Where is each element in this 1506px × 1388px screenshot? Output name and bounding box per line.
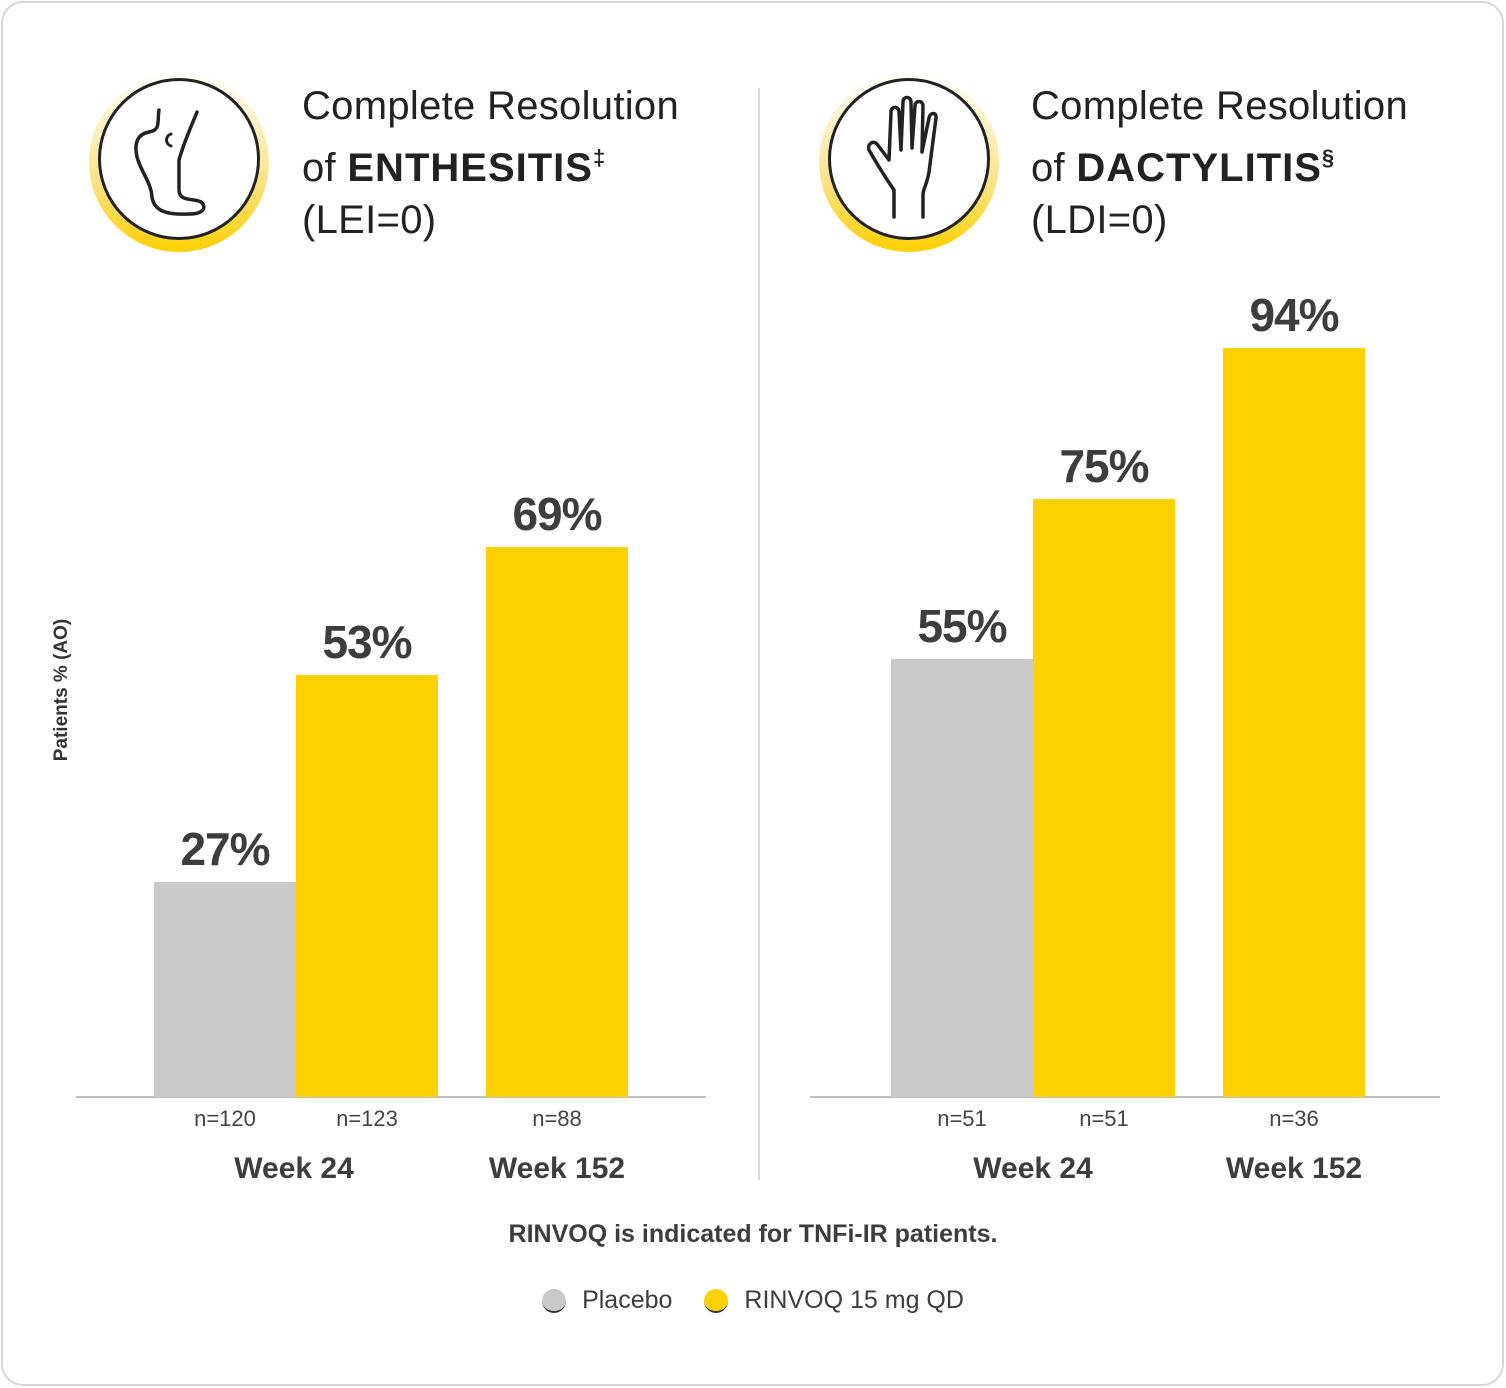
enthesitis-week-152-label: Week 152: [488, 1152, 626, 1185]
y-axis-label: Patients % (AO): [51, 618, 72, 762]
foot-icon: [134, 108, 206, 216]
enthesitis-week-24-label: Week 24: [234, 1152, 354, 1185]
enthesitis-x-axis: [76, 1096, 706, 1098]
foot-icon-badge: [89, 72, 269, 252]
dactylitis-x-axis: [810, 1096, 1440, 1098]
legend-swatch-rinvoq: [704, 1288, 729, 1313]
dactylitis-bar-2: [1223, 347, 1365, 1097]
indication-note: RINVOQ is indicated for TNFi-IR patients…: [508, 1220, 998, 1248]
legend-item-placebo: Placebo: [542, 1286, 672, 1315]
enthesitis-bar-2: [486, 547, 628, 1097]
dactylitis-value-label-0: 55%: [917, 599, 1007, 652]
dactylitis-title: Complete Resolution of DACTYLITIS§ (LDI=…: [1031, 84, 1409, 242]
dactylitis-n-label-0: n=51: [937, 1106, 987, 1131]
enthesitis-n-label-2: n=88: [532, 1106, 582, 1131]
dactylitis-bar-0: [891, 658, 1033, 1097]
legend: Placebo RINVOQ 15 mg QD: [0, 1286, 1506, 1315]
dactylitis-n-label-1: n=51: [1079, 1106, 1129, 1131]
hand-icon-badge: [819, 72, 999, 252]
legend-label-placebo: Placebo: [582, 1286, 673, 1314]
dactylitis-week-152-label: Week 152: [1225, 1152, 1363, 1185]
dactylitis-week-24-label: Week 24: [973, 1152, 1093, 1185]
enthesitis-n-label-1: n=123: [336, 1106, 398, 1131]
enthesitis-bar-1: [296, 674, 438, 1097]
legend-label-rinvoq: RINVOQ 15 mg QD: [744, 1286, 964, 1314]
dactylitis-n-label-2: n=36: [1269, 1106, 1319, 1131]
enthesitis-title: Complete Resolution of ENTHESITIS‡ (LEI=…: [302, 84, 680, 242]
dactylitis-value-label-2: 94%: [1249, 288, 1339, 341]
legend-swatch-placebo: [542, 1288, 567, 1313]
legend-item-rinvoq: RINVOQ 15 mg QD: [704, 1286, 964, 1315]
enthesitis-n-label-0: n=120: [194, 1106, 256, 1131]
hand-icon: [866, 95, 938, 219]
enthesitis-value-label-1: 53%: [322, 615, 412, 668]
dactylitis-value-label-1: 75%: [1059, 440, 1149, 493]
enthesitis-bar-0: [154, 881, 296, 1097]
enthesitis-value-label-2: 69%: [512, 488, 602, 541]
panel-divider: [758, 88, 760, 1180]
dactylitis-bar-1: [1033, 499, 1175, 1097]
enthesitis-value-label-0: 27%: [180, 822, 270, 875]
